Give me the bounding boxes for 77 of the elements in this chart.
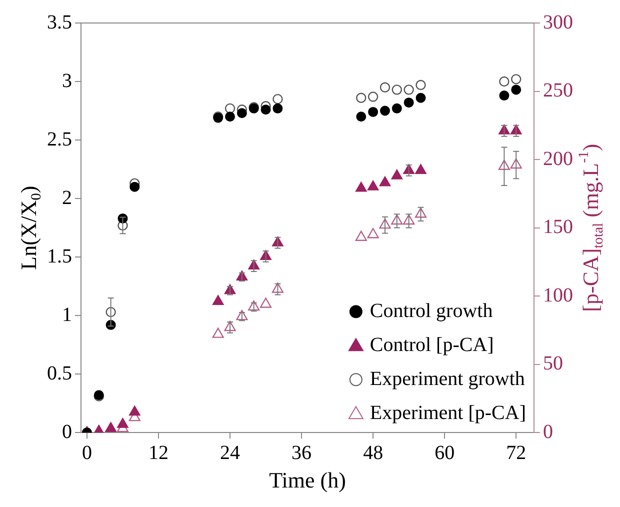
point bbox=[391, 214, 403, 225]
point bbox=[368, 106, 378, 117]
y2-tick-label: 150 bbox=[543, 216, 573, 238]
legend-label: Control growth bbox=[370, 300, 493, 322]
point bbox=[260, 298, 272, 308]
point bbox=[499, 76, 510, 87]
point bbox=[404, 98, 414, 108]
legend-label: Control [p-CA] bbox=[370, 334, 494, 356]
point bbox=[212, 328, 224, 338]
point bbox=[272, 94, 283, 104]
x-tick-label: 12 bbox=[148, 442, 168, 464]
point bbox=[356, 112, 366, 122]
y2-tick-label: 250 bbox=[543, 80, 573, 102]
point bbox=[355, 182, 367, 192]
y2-axis-title: [p-CA]total (mg.L-1) bbox=[576, 144, 606, 312]
y2-tick-label: 100 bbox=[543, 284, 573, 306]
point bbox=[355, 230, 367, 241]
y-tick-label: 3.5 bbox=[47, 11, 72, 34]
point bbox=[272, 282, 284, 293]
y2-tick-label: 50 bbox=[543, 352, 563, 375]
point bbox=[415, 164, 426, 174]
point bbox=[416, 80, 426, 90]
y2-tick-label: 0 bbox=[543, 420, 553, 443]
point bbox=[236, 108, 247, 118]
x-tick-label: 24 bbox=[220, 442, 240, 464]
x-tick-label: 60 bbox=[434, 442, 455, 464]
point bbox=[416, 92, 426, 103]
point bbox=[128, 406, 140, 416]
point bbox=[380, 106, 390, 116]
point bbox=[367, 180, 379, 190]
y-axis-title: Ln(X/X0) bbox=[16, 186, 44, 270]
point bbox=[105, 422, 116, 432]
point bbox=[117, 418, 128, 428]
y2-tick-label: 200 bbox=[543, 148, 573, 170]
point bbox=[391, 169, 403, 180]
legend-label: Experiment growth bbox=[370, 368, 525, 390]
point bbox=[499, 90, 510, 101]
y-tick-label: 0.5 bbox=[47, 362, 72, 384]
point bbox=[380, 82, 390, 92]
point bbox=[118, 220, 128, 231]
point bbox=[511, 74, 522, 84]
point bbox=[212, 295, 224, 306]
x-tick-label: 0 bbox=[82, 442, 92, 464]
point bbox=[414, 208, 427, 218]
y-tick-label: 1 bbox=[62, 304, 72, 326]
point bbox=[379, 176, 391, 186]
x-tick-label: 48 bbox=[363, 442, 384, 464]
point bbox=[356, 92, 366, 103]
point bbox=[224, 320, 236, 332]
point bbox=[498, 160, 510, 170]
y-tick-label: 1.5 bbox=[47, 245, 72, 268]
point bbox=[248, 300, 260, 311]
y-tick-label: 2 bbox=[62, 186, 72, 209]
point bbox=[236, 310, 248, 320]
point bbox=[403, 214, 415, 225]
point bbox=[225, 112, 236, 122]
point bbox=[392, 103, 402, 114]
point bbox=[106, 306, 116, 318]
point bbox=[367, 228, 379, 238]
y-tick-label: 3 bbox=[62, 70, 72, 92]
legend-label: Experiment [p-CA] bbox=[370, 402, 526, 424]
point bbox=[130, 182, 140, 192]
point bbox=[510, 158, 522, 169]
y-tick-label: 0 bbox=[62, 420, 72, 443]
x-tick-label: 72 bbox=[506, 442, 526, 464]
point bbox=[379, 218, 391, 229]
point bbox=[511, 84, 522, 95]
point bbox=[260, 104, 271, 115]
point bbox=[224, 103, 236, 114]
x-axis-title: Time (h) bbox=[269, 468, 346, 493]
point bbox=[272, 103, 283, 114]
point bbox=[404, 84, 414, 95]
x-tick-label: 36 bbox=[292, 442, 312, 464]
point bbox=[392, 84, 402, 95]
y2-tick-label: 300 bbox=[543, 11, 573, 34]
y-tick-label: 2.5 bbox=[47, 128, 72, 150]
point bbox=[368, 92, 378, 102]
